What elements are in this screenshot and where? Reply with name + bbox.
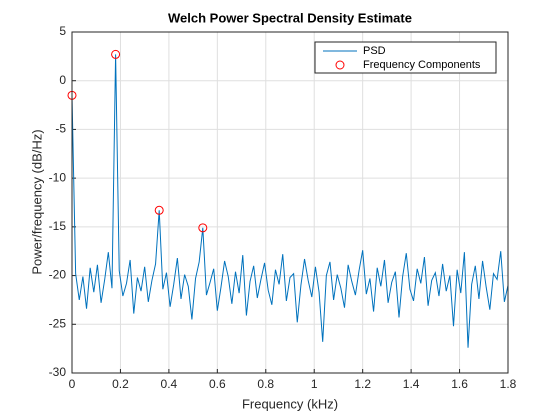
legend-label: PSD bbox=[363, 45, 386, 57]
marker bbox=[111, 49, 121, 59]
y-tick-label: -20 bbox=[49, 268, 67, 282]
x-tick-label: 1.4 bbox=[403, 377, 420, 391]
x-tick-label: 1.6 bbox=[451, 377, 468, 391]
y-tick-label: -30 bbox=[49, 365, 67, 379]
psd-line bbox=[71, 54, 509, 348]
x-tick-label: 1 bbox=[311, 377, 318, 391]
x-tick-label: 0.4 bbox=[161, 377, 178, 391]
x-tick-label: 0.8 bbox=[257, 377, 274, 391]
x-tick-label: 0.6 bbox=[209, 377, 226, 391]
marker bbox=[154, 205, 164, 215]
y-axis-label: Power/frequency (dB/Hz) bbox=[29, 129, 44, 274]
x-tick-label: 0 bbox=[69, 377, 76, 391]
x-tick-label: 1.2 bbox=[354, 377, 371, 391]
y-tick-label: -25 bbox=[49, 316, 67, 330]
x-tick-label: 0.2 bbox=[112, 377, 129, 391]
legend-box bbox=[314, 41, 497, 74]
chart-title: Welch Power Spectral Density Estimate bbox=[168, 10, 412, 25]
legend-label: Frequency Components bbox=[363, 59, 481, 71]
x-tick-label: 1.8 bbox=[500, 377, 517, 391]
legend-symbol bbox=[335, 60, 345, 70]
y-tick-label: -5 bbox=[55, 122, 66, 136]
y-tick-label: 5 bbox=[59, 24, 66, 38]
y-tick-label: 0 bbox=[59, 73, 66, 87]
plot-frame bbox=[71, 31, 509, 374]
y-tick-label: -10 bbox=[49, 170, 67, 184]
marker bbox=[198, 223, 208, 233]
x-axis-label: Frequency (kHz) bbox=[242, 396, 338, 411]
y-tick-label: -15 bbox=[49, 219, 67, 233]
